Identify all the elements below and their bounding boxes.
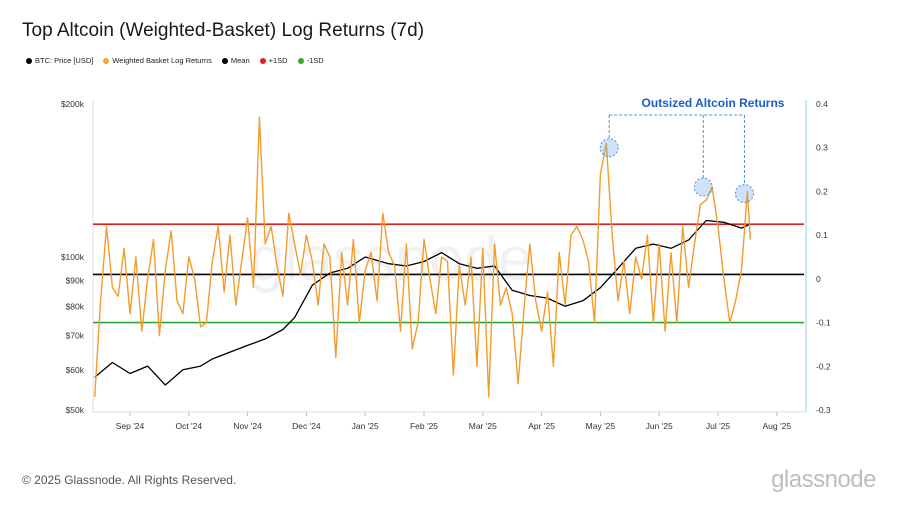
x-axis: Sep '24 Oct '24 Nov '24 Dec '24 Jan '25 Feb '… <box>116 412 792 431</box>
legend-dot-btc <box>26 57 32 64</box>
copyright-footer: © 2025 Glassnode. All Rights Reserved. <box>22 473 237 487</box>
left-tick-label: $90k <box>66 275 85 285</box>
highlight-circle[interactable] <box>599 138 619 158</box>
left-tick-label: $80k <box>66 301 85 311</box>
chart-title: Top Altcoin (Weighted-Basket) Log Return… <box>22 20 425 41</box>
legend-label-minus-1sd: -1SD <box>306 56 324 65</box>
legend-label-basket: Weighted Basket Log Returns <box>112 56 212 65</box>
right-tick-label: 0.3 <box>816 143 828 153</box>
series-line-weighted-basket-log-returns[interactable] <box>94 116 751 398</box>
right-tick-label: -0.1 <box>816 318 831 328</box>
legend-label-plus-1sd: +1SD <box>268 56 288 65</box>
x-tick-label: Mar '25 <box>469 421 497 431</box>
x-tick-label: Nov '24 <box>233 421 262 431</box>
legend-dot-minus-1sd <box>297 57 304 64</box>
left-axis: $200k $100k $90k $80k $70k $60k $50k <box>61 99 85 415</box>
right-tick-label: 0.4 <box>816 99 828 109</box>
legend-label-btc: BTC: Price [USD] <box>35 56 94 65</box>
x-tick-label: Feb '25 <box>410 421 438 431</box>
left-tick-label: $100k <box>61 252 85 262</box>
legend-item-btc-price[interactable]: BTC: Price [USD] <box>26 56 93 65</box>
x-tick-label: Dec '24 <box>292 421 321 431</box>
x-tick-label: Jun '25 <box>646 421 673 431</box>
legend-item-minus-1sd[interactable]: -1SD <box>297 56 324 65</box>
highlight-circle[interactable] <box>693 177 713 197</box>
chart-legend: BTC: Price [USD] Weighted Basket Log Ret… <box>26 56 324 65</box>
x-tick-label: Oct '24 <box>175 421 202 431</box>
x-tick-label: Jan '25 <box>352 421 379 431</box>
left-tick-label: $50k <box>66 405 85 415</box>
legend-item-mean[interactable]: Mean <box>221 56 250 65</box>
legend-item-plus-1sd[interactable]: +1SD <box>259 56 288 65</box>
legend-dot-mean <box>221 57 228 64</box>
left-tick-label: $70k <box>66 331 85 341</box>
highlight-circle[interactable] <box>734 184 754 204</box>
x-tick-label: May '25 <box>586 421 616 431</box>
x-tick-label: Sep '24 <box>116 421 145 431</box>
right-tick-label: 0.1 <box>816 230 828 240</box>
right-tick-label: 0.2 <box>816 186 828 196</box>
right-tick-label: -0.3 <box>816 405 831 415</box>
left-tick-label: $200k <box>61 99 85 109</box>
glassnode-logo: glassnode <box>771 466 876 493</box>
x-tick-label: Aug '25 <box>763 421 792 431</box>
legend-dot-basket <box>103 57 110 64</box>
legend-label-mean: Mean <box>230 56 250 65</box>
left-tick-label: $60k <box>66 365 85 375</box>
annotation-label: Outsized Altcoin Returns <box>642 96 785 110</box>
x-tick-label: Apr '25 <box>528 421 555 431</box>
x-tick-label: Jul '25 <box>706 421 731 431</box>
right-axis: 0.4 0.3 0.2 0.1 0 -0.1 -0.2 -0.3 <box>816 99 831 415</box>
right-tick-label: 0 <box>816 274 821 284</box>
right-tick-label: -0.2 <box>816 361 831 371</box>
legend-dot-plus-1sd <box>259 57 266 64</box>
legend-item-basket-returns[interactable]: Weighted Basket Log Returns <box>103 56 212 65</box>
